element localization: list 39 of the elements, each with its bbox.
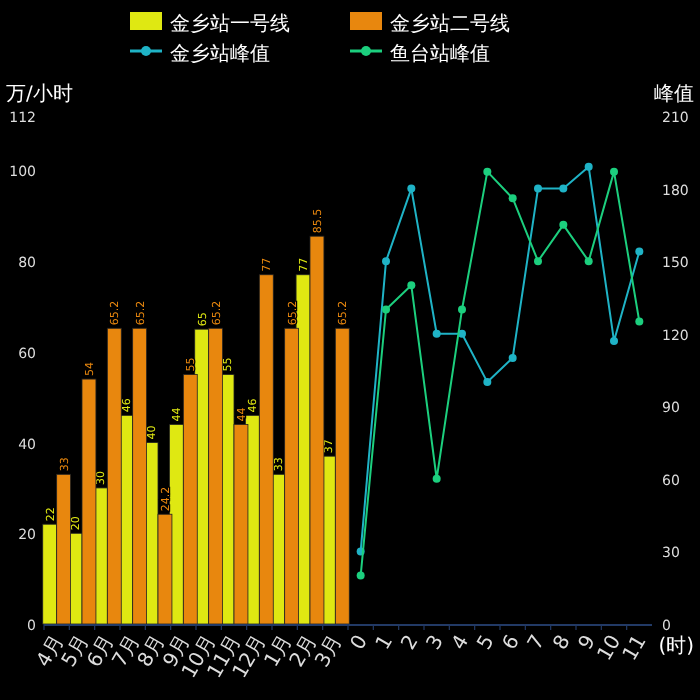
x-tick-label: 11 xyxy=(619,632,652,666)
legend-label: 鱼台站峰值 xyxy=(390,42,490,66)
point xyxy=(508,353,517,362)
point xyxy=(508,194,517,203)
point xyxy=(559,220,568,229)
point xyxy=(584,257,593,266)
point xyxy=(432,474,441,483)
y-axis-title: 万/小时 xyxy=(6,82,73,106)
x-tick-label: 1 xyxy=(372,632,399,655)
point xyxy=(458,305,466,314)
point xyxy=(483,167,492,176)
point xyxy=(534,184,542,193)
x-tick-label: 4 xyxy=(448,632,475,655)
point xyxy=(356,571,365,580)
x-tick-label: 8 xyxy=(550,632,576,655)
x-axis-title: (时) xyxy=(658,634,695,658)
point xyxy=(635,317,644,326)
point xyxy=(610,167,618,176)
x-tick-label: 0 xyxy=(347,632,373,655)
x-tick-label: 3 xyxy=(423,632,449,655)
point xyxy=(559,184,568,193)
x-tick-label: 2 xyxy=(398,632,424,655)
point xyxy=(407,184,416,193)
legend-label: 金乡站一号线 xyxy=(170,12,290,36)
x-tick-label: 5 xyxy=(474,632,500,655)
point xyxy=(432,329,441,338)
x-tick-label: 6 xyxy=(499,632,525,655)
x-tick-label: 7 xyxy=(524,632,551,655)
point xyxy=(635,247,644,256)
point xyxy=(584,162,593,171)
point xyxy=(382,257,390,266)
point xyxy=(534,257,542,266)
point xyxy=(407,281,416,290)
legend-label: 金乡站二号线 xyxy=(390,12,510,36)
legend-label: 金乡站峰值 xyxy=(170,42,270,66)
point xyxy=(610,336,618,345)
point xyxy=(483,378,492,387)
y2-axis-title: 峰值 xyxy=(654,82,694,106)
point xyxy=(382,305,390,314)
